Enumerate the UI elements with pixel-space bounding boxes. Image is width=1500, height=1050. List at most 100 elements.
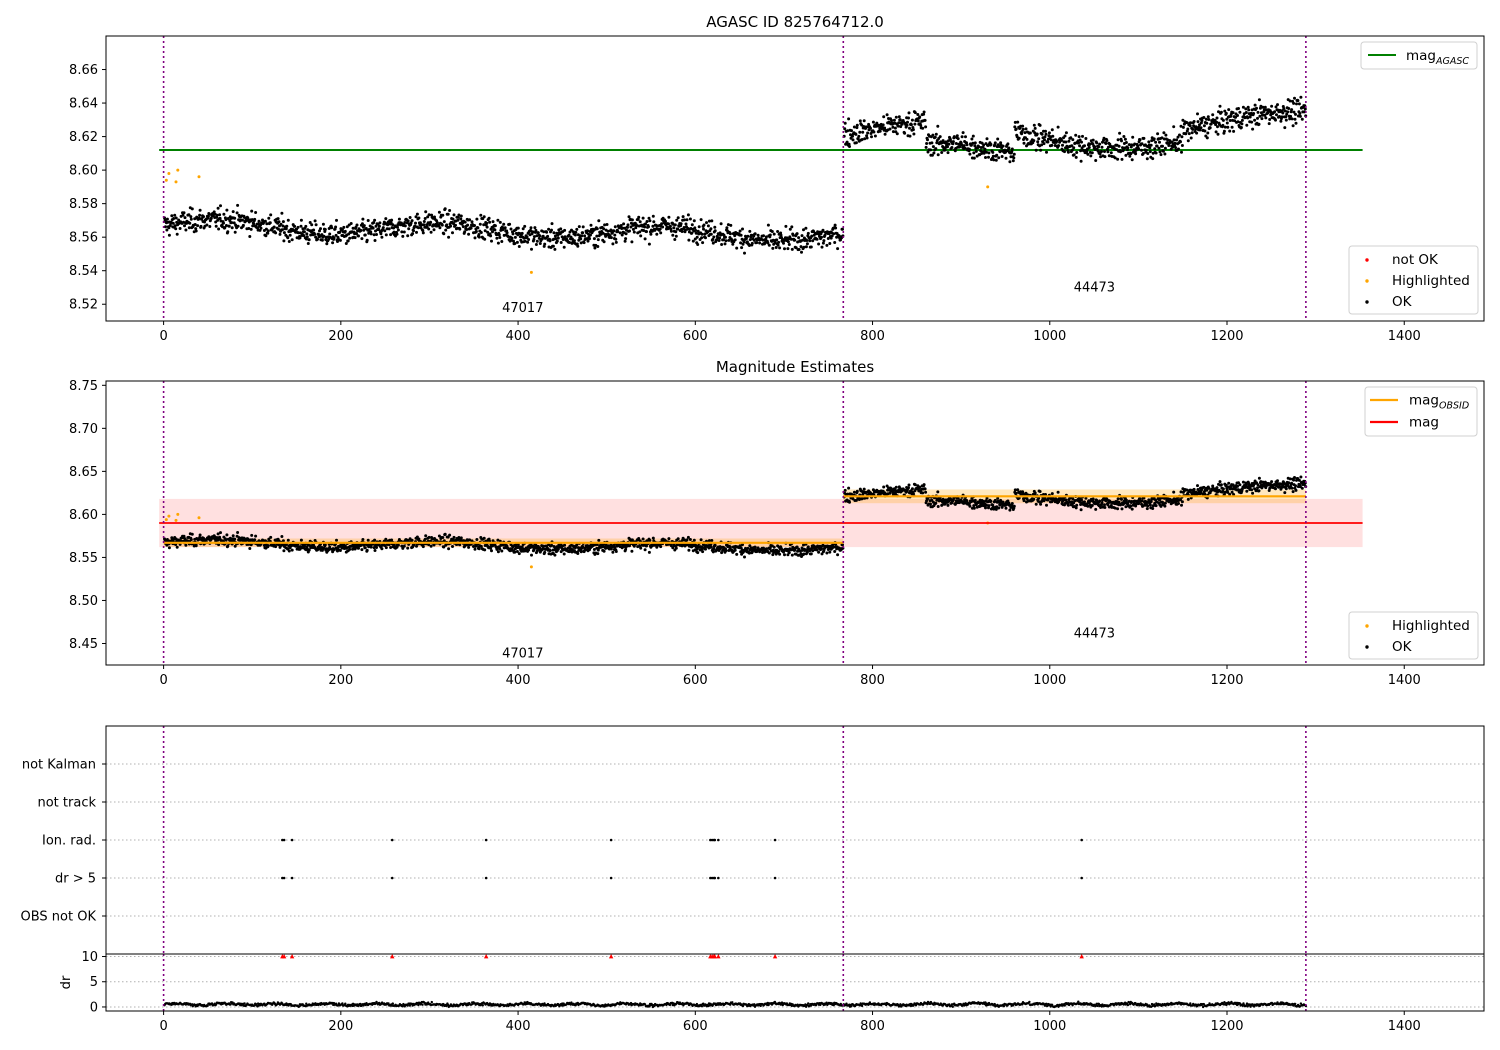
ok-point bbox=[1174, 146, 1178, 150]
ok-point bbox=[733, 548, 737, 552]
ok-point bbox=[371, 226, 375, 230]
ok-point bbox=[302, 234, 306, 238]
ok-point bbox=[993, 141, 997, 145]
ok-point bbox=[815, 237, 819, 241]
ok-point bbox=[443, 207, 447, 211]
ok-point bbox=[170, 214, 174, 218]
ok-point bbox=[253, 217, 257, 221]
ok-point bbox=[778, 246, 782, 250]
ok-point bbox=[805, 239, 809, 242]
ok-point bbox=[772, 545, 776, 549]
ok-point bbox=[860, 138, 864, 141]
ok-point bbox=[1122, 135, 1126, 138]
ok-point bbox=[224, 224, 228, 227]
ok-point bbox=[913, 122, 917, 126]
ok-point bbox=[1148, 146, 1152, 150]
ok-point bbox=[888, 491, 892, 495]
ok-point bbox=[1124, 141, 1128, 144]
ok-point bbox=[971, 134, 975, 138]
ok-point bbox=[701, 241, 705, 245]
ok-point bbox=[579, 241, 583, 245]
ok-point bbox=[851, 138, 855, 142]
ok-point bbox=[1089, 154, 1093, 158]
ok-point bbox=[1148, 150, 1152, 154]
ok-point bbox=[788, 227, 792, 231]
ok-point bbox=[1025, 137, 1029, 141]
ok-point bbox=[1120, 139, 1123, 143]
ok-point bbox=[655, 232, 659, 236]
ok-point bbox=[286, 538, 290, 542]
ok-point bbox=[1050, 492, 1054, 496]
ok-point bbox=[189, 215, 193, 219]
ok-point bbox=[1207, 118, 1211, 121]
ok-point bbox=[553, 234, 557, 238]
ok-point bbox=[612, 229, 616, 233]
ok-point bbox=[459, 214, 463, 218]
legend-label: OK bbox=[1392, 639, 1413, 655]
ok-point bbox=[1010, 147, 1014, 151]
ok-point bbox=[197, 216, 201, 220]
highlighted-point bbox=[176, 512, 180, 516]
ok-point bbox=[383, 229, 387, 233]
ok-point bbox=[421, 229, 425, 232]
ok-point bbox=[1117, 144, 1121, 148]
ok-point bbox=[513, 242, 517, 245]
ok-point bbox=[322, 234, 326, 238]
ok-point bbox=[1178, 133, 1181, 137]
ok-point bbox=[1252, 112, 1256, 115]
ok-point bbox=[1186, 497, 1190, 501]
ok-point bbox=[1238, 483, 1242, 487]
ok-point bbox=[720, 243, 724, 246]
ok-point bbox=[626, 223, 630, 227]
ok-point bbox=[1116, 507, 1120, 511]
flag-point bbox=[773, 876, 777, 880]
ok-point bbox=[184, 228, 188, 232]
ok-point bbox=[606, 229, 610, 233]
ok-point bbox=[422, 220, 426, 223]
flag-point bbox=[713, 876, 717, 880]
ok-point bbox=[1120, 157, 1124, 161]
ok-point bbox=[651, 214, 655, 218]
flag-point bbox=[290, 838, 294, 842]
ok-point bbox=[713, 229, 717, 233]
ok-point bbox=[1144, 148, 1148, 152]
ok-point bbox=[320, 238, 324, 242]
ok-point bbox=[1228, 129, 1232, 133]
ok-point bbox=[729, 223, 733, 227]
ok-point bbox=[1284, 118, 1288, 122]
ok-point bbox=[563, 228, 567, 232]
ok-point bbox=[470, 220, 474, 224]
ok-point bbox=[286, 236, 290, 240]
ok-point bbox=[710, 219, 714, 223]
ok-point bbox=[1010, 502, 1014, 505]
ok-point bbox=[664, 219, 667, 223]
ok-point bbox=[845, 140, 849, 144]
ok-point bbox=[576, 244, 580, 248]
ok-point bbox=[753, 545, 757, 549]
ok-point bbox=[701, 550, 705, 554]
y-tick-label: 8.62 bbox=[69, 130, 98, 145]
ok-point bbox=[967, 147, 971, 151]
ok-point bbox=[226, 217, 230, 220]
ok-point bbox=[620, 233, 624, 237]
ok-point bbox=[406, 234, 410, 238]
ok-point bbox=[696, 229, 700, 233]
ok-point bbox=[1222, 129, 1226, 133]
legend-label: Highlighted bbox=[1392, 618, 1470, 634]
ok-point bbox=[407, 227, 411, 231]
ok-point bbox=[1296, 99, 1300, 103]
ok-point bbox=[447, 235, 451, 239]
ok-point bbox=[1051, 134, 1055, 138]
ok-point bbox=[836, 553, 840, 557]
flag-row-label: OBS not OK bbox=[21, 910, 97, 925]
ok-point bbox=[1299, 95, 1303, 99]
ok-point bbox=[1067, 139, 1071, 143]
x-tick-label: 1400 bbox=[1388, 673, 1421, 688]
ok-point bbox=[1276, 479, 1279, 483]
ok-point bbox=[198, 213, 202, 217]
ok-point bbox=[1257, 122, 1261, 126]
ok-point bbox=[667, 215, 671, 219]
ok-point bbox=[421, 545, 425, 549]
ok-point bbox=[908, 134, 912, 138]
ok-point bbox=[1162, 131, 1166, 135]
